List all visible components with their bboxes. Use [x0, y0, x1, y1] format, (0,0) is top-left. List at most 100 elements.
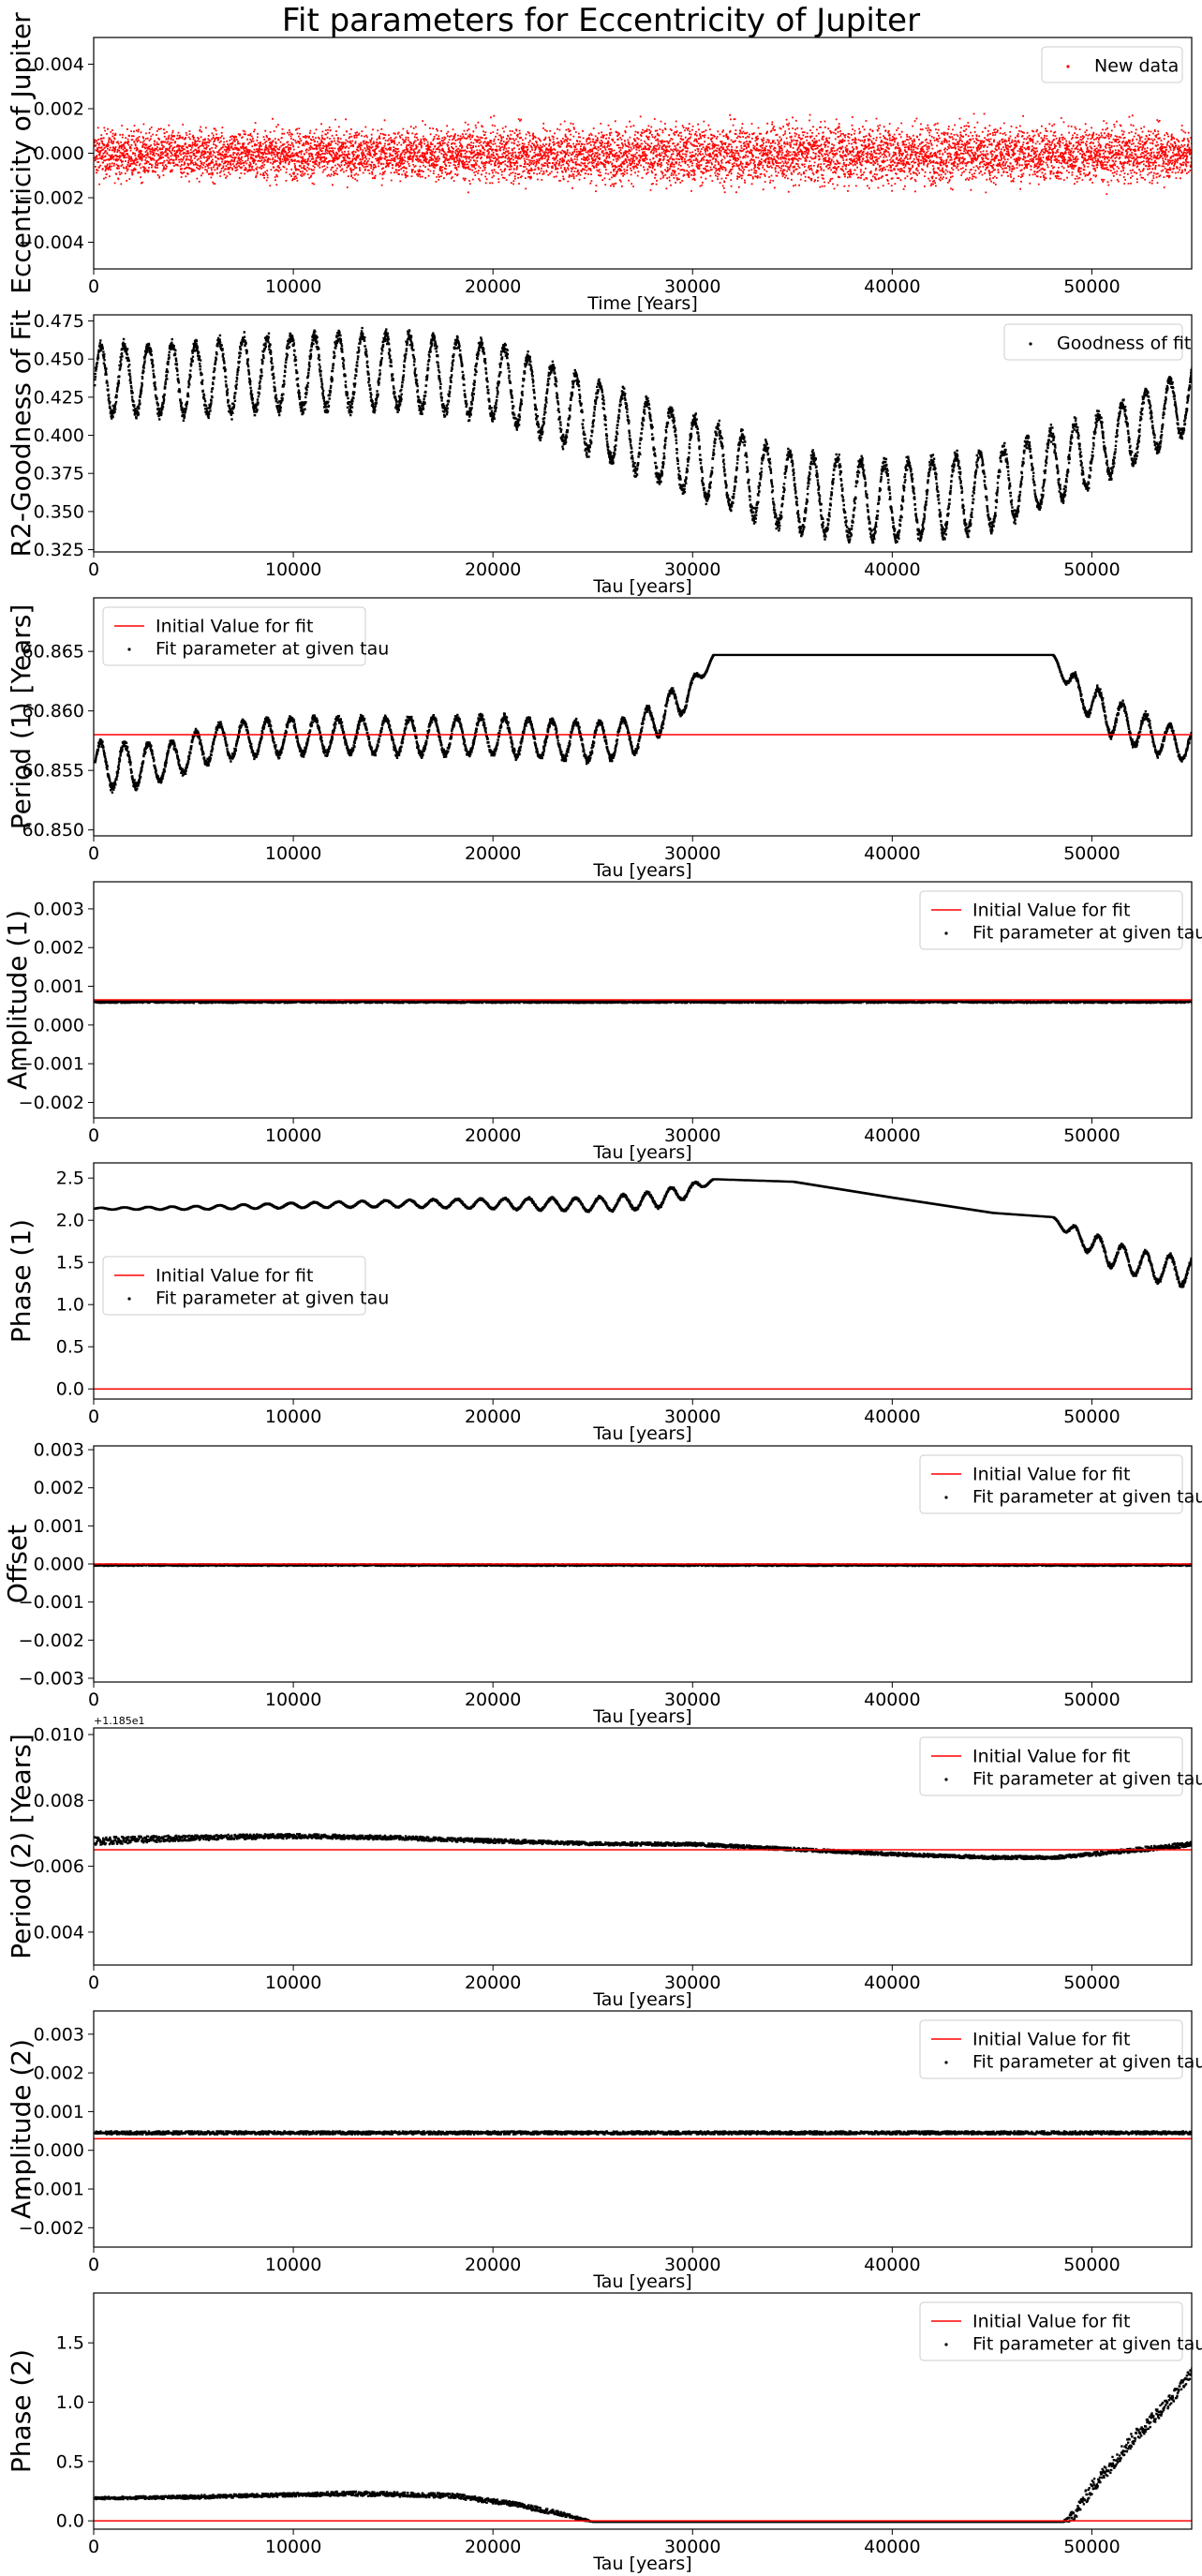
legend-label: Fit parameter at given tau — [972, 923, 1202, 944]
x-tick-label: 10000 — [265, 843, 321, 864]
x-tick-label: 40000 — [864, 2255, 920, 2275]
y-tick-label: 1.5 — [56, 1253, 84, 1273]
y-tick-label: 0.004 — [34, 1922, 84, 1943]
y-tick-label: 0.002 — [34, 938, 84, 959]
axes-frame — [93, 2010, 1193, 2248]
series-fit-parameter-at-given-tau — [94, 1178, 1192, 1288]
series-fit-parameter-at-given-tau — [94, 653, 1192, 794]
y-tick-label: 1.0 — [56, 1295, 84, 1316]
legend-label: Fit parameter at given tau — [156, 639, 389, 660]
y-tick-label: 0.0 — [56, 1379, 84, 1400]
y-tick-label: 0.001 — [34, 976, 84, 997]
x-tick-label: 50000 — [1063, 1125, 1120, 1146]
legend-label: Fit parameter at given tau — [972, 1769, 1202, 1790]
legend-label: New data — [1094, 56, 1179, 77]
chart-panel-9: 1.5 1.0 0.5 0.00 10000 20000 30000 40000 50000 Ta… — [6, 2292, 1202, 2574]
y-tick-label: 60.865 — [22, 642, 84, 663]
y-tick-label: 2.0 — [56, 1211, 84, 1231]
plot-area — [94, 326, 1192, 544]
x-tick-label: 50000 — [1063, 1973, 1120, 1993]
legend-label: Initial Value for fit — [972, 1465, 1130, 1485]
y-axis-label: Amplitude (2) — [6, 2039, 37, 2219]
y-tick-label: 0.002 — [34, 99, 84, 120]
data-points — [94, 653, 1192, 794]
series-fit-parameter-at-given-tau — [94, 999, 1192, 1005]
series-fit-parameter-at-given-tau — [94, 2364, 1192, 2524]
series-goodness-of-fit — [94, 326, 1192, 544]
legend-box — [919, 890, 1183, 950]
y-axis-label: Eccentricity of Jupiter — [6, 12, 37, 294]
y-tick-label: 0.0 — [56, 2511, 84, 2532]
legend-label: Initial Value for fit — [156, 1266, 313, 1287]
x-tick-label: 20000 — [465, 2255, 521, 2275]
x-tick-label: 30000 — [664, 1407, 720, 1427]
x-tick-label: 40000 — [864, 1125, 920, 1146]
chart-panel-5: 2.5 2.0 1.5 1.0 0.5 0.00 10000 20000 30000 40000 5… — [6, 1162, 1193, 1444]
series-fit-parameter-at-given-tau — [94, 1833, 1192, 1861]
x-axis-label: Tau [years] — [592, 1989, 691, 2010]
data-points — [94, 326, 1192, 544]
legend-label: Initial Value for fit — [972, 1747, 1130, 1767]
figure-title: Fit parameters for Eccentricity of Jupit… — [282, 2, 920, 39]
x-tick-label: 20000 — [465, 1690, 521, 1710]
x-tick-label: 50000 — [1063, 276, 1120, 297]
x-axis-label: Tau [years] — [592, 2271, 691, 2292]
x-tick-label: 50000 — [1063, 559, 1120, 580]
chart-panel-7: 0.010 0.008 0.006 0.004 0 10000 20000 30000 4000… — [6, 1715, 1202, 2010]
legend: Goodness of fit — [1003, 323, 1191, 361]
legend-point-marker — [127, 648, 131, 651]
chart-panel-1: 0.004 0.002 0.000 −0.002 −0.004 0 10000 20000 30… — [6, 12, 1193, 314]
legend-point-marker — [1066, 65, 1070, 68]
x-tick-label: 40000 — [864, 559, 920, 580]
x-tick-label: 0 — [88, 276, 99, 297]
axes-frame — [93, 1162, 1193, 1400]
x-tick-label: 30000 — [664, 1125, 720, 1146]
plot-area — [94, 2364, 1192, 2524]
y-tick-label: 0.003 — [34, 1440, 84, 1461]
x-axis-label: Tau [years] — [592, 1142, 691, 1163]
legend-box — [919, 1454, 1183, 1514]
x-tick-label: 10000 — [265, 1407, 321, 1427]
data-points — [94, 2364, 1192, 2524]
legend-label: Fit parameter at given tau — [156, 1288, 389, 1309]
y-tick-label: 0.000 — [34, 143, 84, 164]
x-tick-label: 20000 — [465, 843, 521, 864]
legend-point-marker — [944, 931, 948, 935]
x-tick-label: 0 — [88, 1407, 99, 1427]
plot-area — [94, 2130, 1192, 2140]
x-tick-label: 30000 — [664, 843, 720, 864]
x-tick-label: 10000 — [265, 559, 321, 580]
x-tick-label: 30000 — [664, 276, 720, 297]
plot-area — [94, 653, 1192, 794]
y-offset-text: +1.185e1 — [94, 1715, 144, 1727]
x-tick-label: 0 — [88, 843, 99, 864]
plot-area — [94, 999, 1192, 1005]
x-tick-label: 0 — [88, 2537, 99, 2557]
plot-area — [94, 1833, 1192, 1861]
x-axis-label: Tau [years] — [592, 1706, 691, 1727]
legend-point-marker — [127, 1297, 131, 1301]
x-tick-label: 40000 — [864, 843, 920, 864]
x-tick-label: 50000 — [1063, 1407, 1120, 1427]
y-tick-label: 1.0 — [56, 2392, 84, 2413]
y-tick-label: 0.325 — [34, 540, 84, 560]
data-points — [94, 1178, 1192, 1288]
y-tick-label: 0.5 — [56, 2451, 84, 2472]
x-tick-label: 40000 — [864, 1973, 920, 1993]
y-tick-label: 0.350 — [34, 501, 84, 522]
y-axis-label: Phase (2) — [6, 2349, 37, 2473]
legend-point-marker — [944, 2343, 948, 2346]
y-tick-label: 0.400 — [34, 425, 84, 446]
y-tick-label: 60.860 — [22, 701, 84, 722]
x-axis-label: Tau [years] — [592, 2554, 691, 2574]
y-tick-label: −0.004 — [19, 232, 84, 253]
y-tick-label: −0.002 — [19, 1630, 84, 1651]
